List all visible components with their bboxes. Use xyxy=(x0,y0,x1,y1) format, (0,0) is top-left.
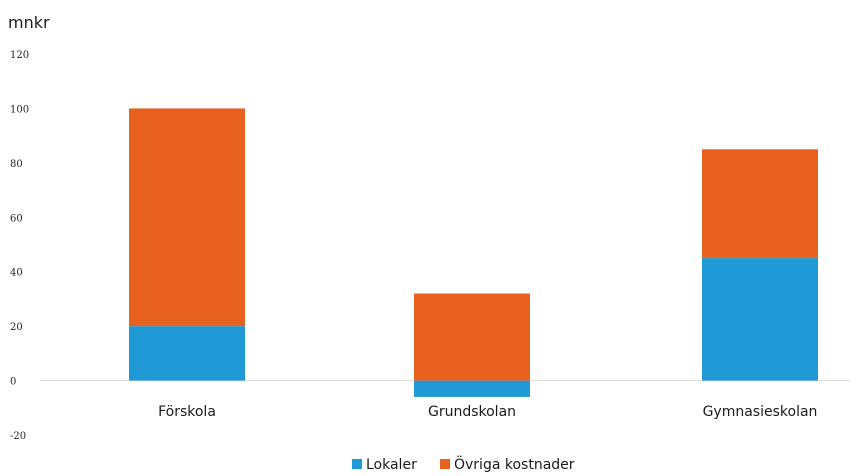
y-tick-label: 40 xyxy=(10,268,23,279)
bar-lokaler-1 xyxy=(414,380,530,397)
legend-swatch-1 xyxy=(440,459,450,469)
y-tick-label: 100 xyxy=(10,104,29,115)
bar-ovriga-kostnader-1 xyxy=(414,293,530,381)
y-tick-label: 0 xyxy=(10,377,16,388)
y-unit-label: mnkr xyxy=(8,13,50,32)
y-tick-label: 20 xyxy=(10,322,23,333)
bar-ovriga-kostnader-2 xyxy=(702,149,818,259)
bar-lokaler-2 xyxy=(702,258,818,381)
legend-label-0: Lokaler xyxy=(366,457,417,473)
y-tick-label: 120 xyxy=(10,50,29,61)
legend-swatch-0 xyxy=(352,459,362,469)
category-label: Gymnasieskolan xyxy=(703,404,818,420)
bars xyxy=(129,108,818,397)
y-tick-label: 80 xyxy=(10,159,23,170)
legend: Lokaler Övriga kostnader xyxy=(352,455,575,473)
category-labels: Förskola Grundskolan Gymnasieskolan xyxy=(158,404,817,420)
y-axis-ticks: -20 0 20 40 60 80 100 120 xyxy=(10,50,29,442)
category-label: Grundskolan xyxy=(428,404,516,420)
y-tick-label: 60 xyxy=(10,213,23,224)
bar-ovriga-kostnader-0 xyxy=(129,108,245,327)
category-label: Förskola xyxy=(158,404,216,420)
legend-label-1: Övriga kostnader xyxy=(454,455,575,473)
y-tick-label: -20 xyxy=(10,431,26,442)
bar-lokaler-0 xyxy=(129,326,245,381)
